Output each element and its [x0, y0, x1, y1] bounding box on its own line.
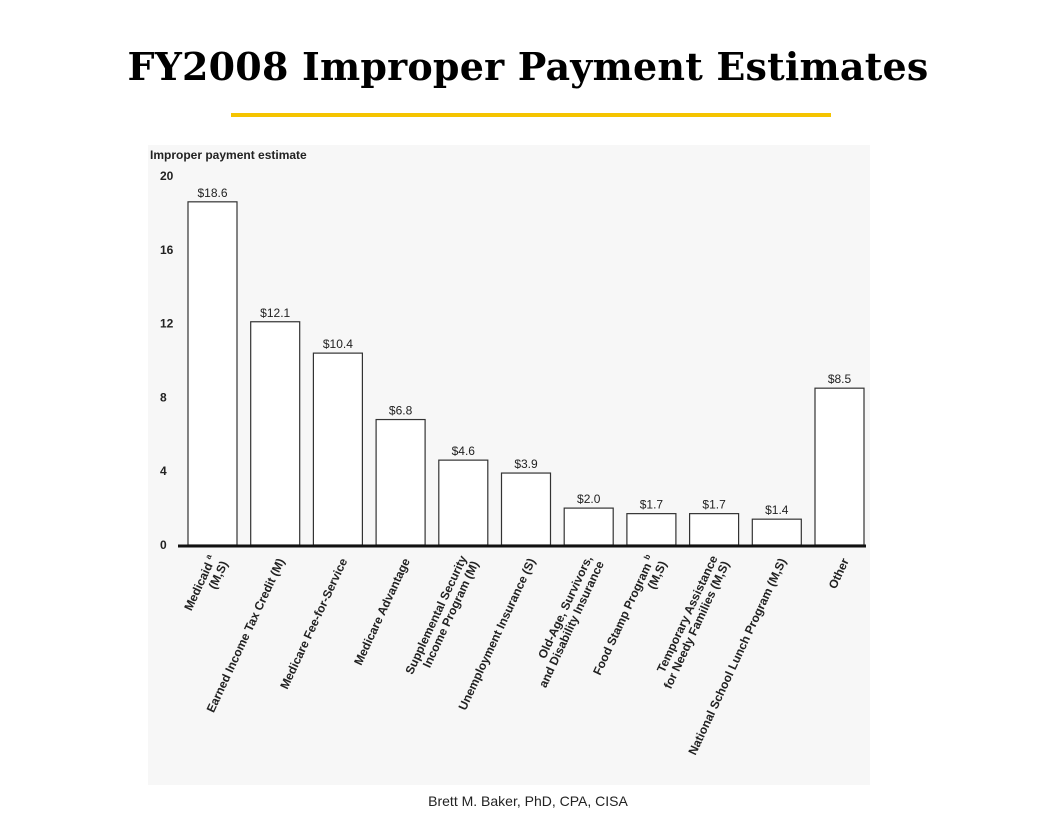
bar [563, 507, 614, 546]
bar-value-label: $18.6 [197, 186, 227, 200]
bar-value-label: $12.1 [260, 306, 290, 320]
bar [375, 418, 426, 546]
footer-author: Brett M. Baker, PhD, CPA, CISA [428, 793, 628, 809]
bar-value-label: $3.9 [514, 457, 538, 471]
bar [814, 387, 865, 546]
bar [500, 472, 552, 546]
y-axis-label: Improper payment estimate [150, 148, 307, 162]
x-category-label: Medicare Fee-for-Service [277, 556, 350, 692]
x-category-label: Medicare Advantage [351, 556, 413, 668]
bar-value-label: $10.4 [323, 337, 353, 351]
chart-panel: Improper payment estimate 0 4 8 12 16 20 $18.6… [148, 145, 870, 785]
bar [250, 321, 301, 546]
bar [688, 513, 740, 546]
bar-value-label: $6.8 [389, 404, 413, 418]
x-category-label: Other [826, 556, 852, 591]
x-category-label: Medicaid a(M,S) [180, 552, 230, 612]
y-tick-label: 4 [160, 464, 167, 478]
bar-value-label: $1.4 [765, 503, 789, 517]
y-tick-label: 8 [160, 390, 167, 404]
footnote-mark: a [203, 552, 213, 560]
y-tick-label: 16 [160, 243, 174, 257]
footnote-mark: b [642, 553, 652, 561]
bar-value-label: $2.0 [577, 492, 601, 506]
bar [187, 201, 238, 546]
bar [751, 518, 802, 546]
bar-value-label: $1.7 [702, 498, 726, 512]
bar-value-label: $4.6 [452, 444, 476, 458]
page-title: FY2008 Improper Payment Estimates [127, 44, 929, 89]
bar [438, 459, 489, 546]
bar [626, 513, 677, 546]
title-underline [231, 113, 831, 117]
bar-value-label: $8.5 [828, 372, 852, 386]
x-category-label-line: Medicare Advantage [351, 556, 413, 668]
bar-chart: Improper payment estimate 0 4 8 12 16 20 $18.6… [150, 148, 866, 757]
y-tick-label: 0 [160, 538, 167, 552]
y-tick-label: 20 [160, 169, 174, 183]
y-tick-label: 12 [160, 317, 174, 331]
x-category-label-line: Medicare Fee-for-Service [277, 556, 350, 692]
bar-value-label: $1.7 [640, 498, 664, 512]
x-category-label-line: Other [826, 556, 852, 591]
bar [312, 352, 363, 546]
